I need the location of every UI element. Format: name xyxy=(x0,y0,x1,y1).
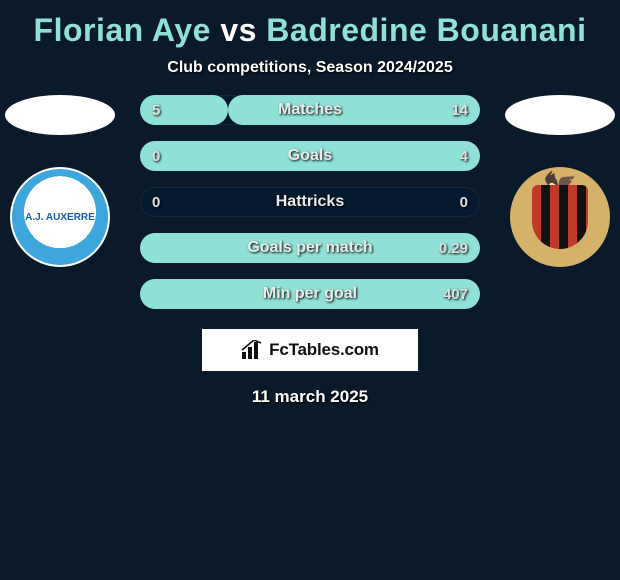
page-title: Florian Aye vs Badredine Bouanani xyxy=(0,8,620,55)
stat-bar: 514Matches xyxy=(140,95,480,125)
stat-bar: 407Min per goal xyxy=(140,279,480,309)
player1-name: Florian Aye xyxy=(34,12,211,48)
right-column: 🦅 xyxy=(500,95,620,267)
stat-bar: 04Goals xyxy=(140,141,480,171)
player2-name: Badredine Bouanani xyxy=(266,12,586,48)
bar-label: Matches xyxy=(140,95,480,125)
stat-bar: 0.29Goals per match xyxy=(140,233,480,263)
club-crest-right: 🦅 xyxy=(510,167,610,267)
player2-avatar xyxy=(505,95,615,135)
shield-icon xyxy=(532,185,588,249)
club-crest-left-text: A.J. AUXERRE xyxy=(25,212,95,223)
chart-icon xyxy=(241,340,263,360)
left-column: A.J. AUXERRE xyxy=(0,95,120,267)
vs-text: vs xyxy=(220,12,257,48)
bar-label: Goals xyxy=(140,141,480,171)
bar-label: Min per goal xyxy=(140,279,480,309)
player1-avatar xyxy=(5,95,115,135)
bar-label: Goals per match xyxy=(140,233,480,263)
bar-label: Hattricks xyxy=(140,187,480,217)
brand-box: FcTables.com xyxy=(202,329,418,371)
club-crest-left: A.J. AUXERRE xyxy=(10,167,110,267)
stat-bar: 00Hattricks xyxy=(140,187,480,217)
date-text: 11 march 2025 xyxy=(0,371,620,407)
brand-text: FcTables.com xyxy=(269,340,379,360)
main-area: A.J. AUXERRE 🦅 514Matches 04Goals 00Hattri… xyxy=(0,95,620,407)
stat-bars: 514Matches 04Goals 00Hattricks 0.29Goals pe… xyxy=(140,95,480,309)
subtitle: Club competitions, Season 2024/2025 xyxy=(0,55,620,95)
comparison-card: Florian Aye vs Badredine Bouanani Club c… xyxy=(0,0,620,407)
